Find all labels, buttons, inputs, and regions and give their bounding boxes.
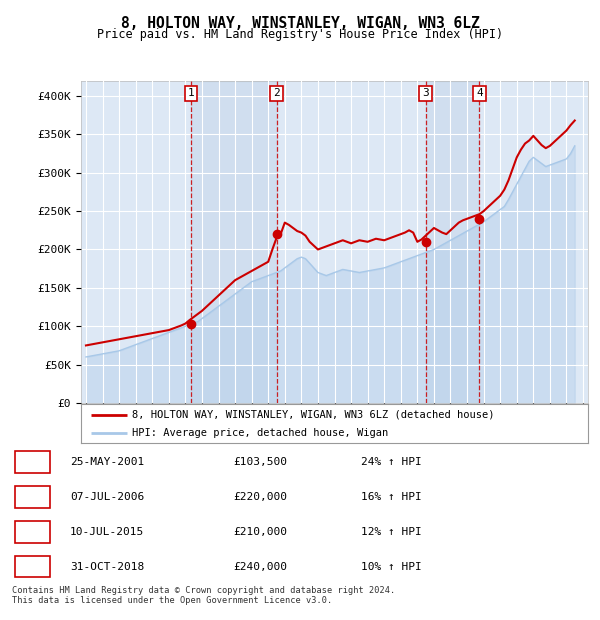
- Text: 8, HOLTON WAY, WINSTANLEY, WIGAN, WN3 6LZ: 8, HOLTON WAY, WINSTANLEY, WIGAN, WN3 6L…: [121, 16, 479, 30]
- Text: 4: 4: [476, 89, 483, 99]
- Text: £103,500: £103,500: [233, 457, 287, 467]
- Text: £240,000: £240,000: [233, 562, 287, 572]
- FancyBboxPatch shape: [15, 486, 50, 508]
- Text: £210,000: £210,000: [233, 527, 287, 537]
- Text: Contains HM Land Registry data © Crown copyright and database right 2024.
This d: Contains HM Land Registry data © Crown c…: [12, 586, 395, 605]
- Text: 2: 2: [29, 492, 36, 502]
- Bar: [191, 81, 277, 403]
- Bar: [425, 81, 479, 403]
- Text: 16% ↑ HPI: 16% ↑ HPI: [361, 492, 422, 502]
- Text: 1: 1: [188, 89, 194, 99]
- Text: Price paid vs. HM Land Registry's House Price Index (HPI): Price paid vs. HM Land Registry's House …: [97, 28, 503, 41]
- Bar: [425, 81, 479, 403]
- FancyBboxPatch shape: [15, 451, 50, 473]
- Bar: [191, 81, 277, 403]
- Text: 07-JUL-2006: 07-JUL-2006: [70, 492, 145, 502]
- Text: 12% ↑ HPI: 12% ↑ HPI: [361, 527, 422, 537]
- Bar: [81, 81, 191, 403]
- Text: 3: 3: [29, 527, 36, 537]
- Text: 1: 1: [29, 457, 36, 467]
- Text: 4: 4: [29, 562, 36, 572]
- Text: 10% ↑ HPI: 10% ↑ HPI: [361, 562, 422, 572]
- Text: 24% ↑ HPI: 24% ↑ HPI: [361, 457, 422, 467]
- Text: 10-JUL-2015: 10-JUL-2015: [70, 527, 145, 537]
- FancyBboxPatch shape: [15, 521, 50, 542]
- Text: 2: 2: [273, 89, 280, 99]
- Text: 25-MAY-2001: 25-MAY-2001: [70, 457, 145, 467]
- Text: 3: 3: [422, 89, 429, 99]
- Text: 31-OCT-2018: 31-OCT-2018: [70, 562, 145, 572]
- Text: 8, HOLTON WAY, WINSTANLEY, WIGAN, WN3 6LZ (detached house): 8, HOLTON WAY, WINSTANLEY, WIGAN, WN3 6L…: [132, 410, 494, 420]
- Bar: [277, 81, 425, 403]
- Bar: [479, 81, 588, 403]
- FancyBboxPatch shape: [15, 556, 50, 577]
- Text: £220,000: £220,000: [233, 492, 287, 502]
- Text: HPI: Average price, detached house, Wigan: HPI: Average price, detached house, Wiga…: [132, 428, 388, 438]
